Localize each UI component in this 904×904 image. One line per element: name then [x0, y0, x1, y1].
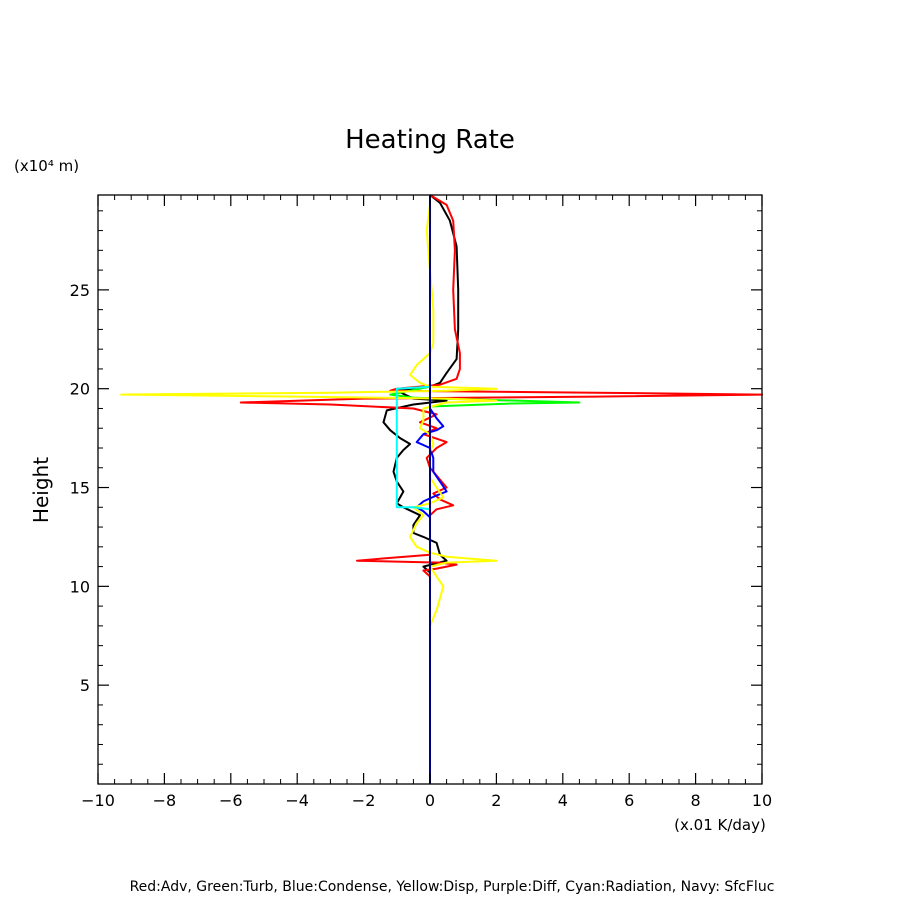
y-tick-label: 20 — [70, 380, 90, 399]
series-line-turb — [389, 385, 581, 784]
series-layer — [120, 194, 763, 784]
series-line-condense — [415, 407, 448, 784]
x-tick-label: 8 — [691, 791, 701, 810]
legend-caption: Red:Adv, Green:Turb, Blue:Condense, Yell… — [130, 879, 775, 895]
y-tick-label: 5 — [80, 676, 90, 695]
x-tick-label: 10 — [752, 791, 772, 810]
x-tick-label: 4 — [558, 791, 568, 810]
series-line-adv — [239, 194, 763, 784]
plot-frame — [97, 194, 763, 785]
y-tick-label: 25 — [70, 281, 90, 300]
y-tick-label: 15 — [70, 479, 90, 498]
x-tick-label: 6 — [624, 791, 634, 810]
x-unit-label: (x.01 K/day) — [674, 816, 766, 834]
series-line-radiation — [395, 385, 431, 511]
x-tick-label: −2 — [352, 791, 376, 810]
x-tick-label: −8 — [153, 791, 177, 810]
y-unit-label: (x10⁴ m) — [14, 157, 79, 175]
y-axis-label: Height — [29, 457, 53, 523]
x-tick-label: −10 — [81, 791, 115, 810]
ticks-layer: −10 −8 −6 −4 −2 0 2 4 6 8 10 5 10 15 20 25 — [70, 195, 772, 810]
x-tick-label: −6 — [219, 791, 243, 810]
y-tick-label: 10 — [70, 577, 90, 596]
x-tick-label: 2 — [491, 791, 501, 810]
x-tick-label: 0 — [425, 791, 435, 810]
x-tick-label: −4 — [285, 791, 309, 810]
series-line-total — [382, 194, 460, 784]
chart-title: Heating Rate — [345, 125, 515, 155]
